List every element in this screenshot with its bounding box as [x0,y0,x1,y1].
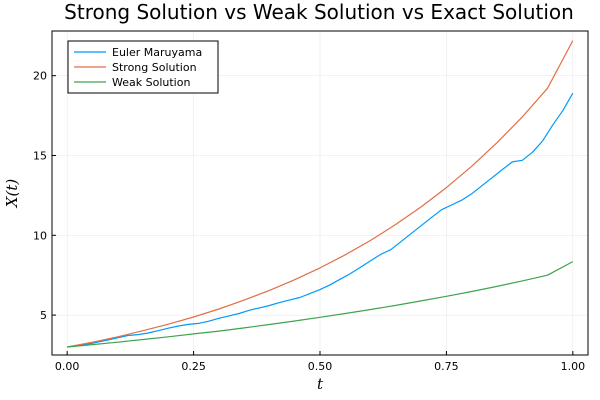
x-tick-label: 1.00 [561,360,586,373]
legend: Euler Maruyama Strong Solution Weak Soluti… [67,40,219,94]
y-tick-label: 5 [40,309,47,322]
y-tick-label: 10 [33,229,47,242]
y-axis-label: X(t) [3,179,21,209]
y-tick-label: 15 [33,149,47,162]
x-tick-label: 0.50 [308,360,333,373]
legend-label: Euler Maruyama [112,46,202,59]
x-axis-label: t [317,375,324,393]
legend-label: Weak Solution [112,76,190,89]
series-line-euler-maruyama [67,92,574,348]
legend-label: Strong Solution [112,61,197,74]
axis-ticks: 0.00 0.25 0.50 0.75 1.00 5 10 15 20 [33,70,585,373]
x-tick-label: 0.75 [434,360,459,373]
series-lines [67,40,574,348]
series-line-weak-solution [67,261,574,348]
x-tick-label: 0.00 [55,360,80,373]
chart-title: Strong Solution vs Weak Solution vs Exac… [64,0,574,24]
y-tick-label: 20 [33,70,47,83]
series-line-strong-solution [67,40,574,348]
x-tick-label: 0.25 [181,360,206,373]
